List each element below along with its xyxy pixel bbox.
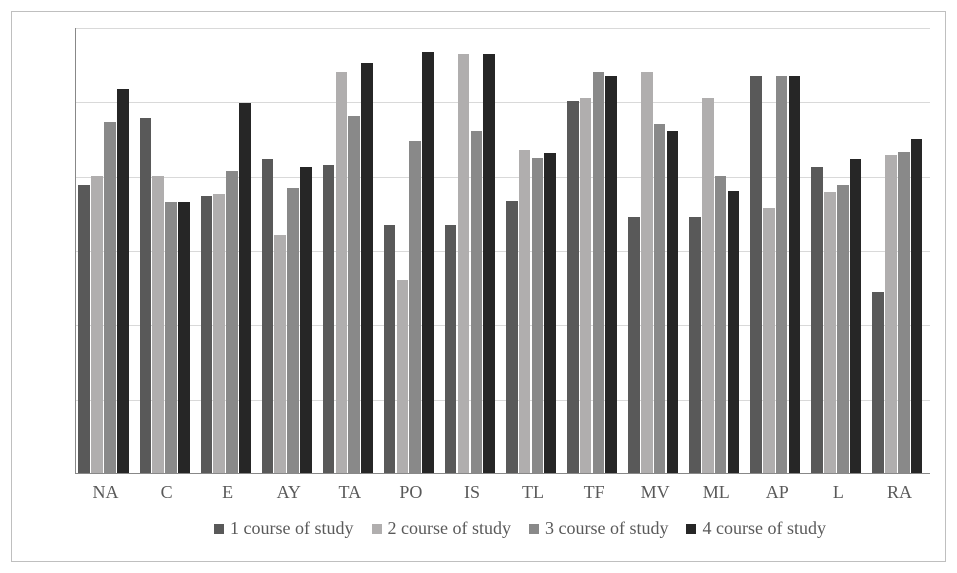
- bar: [178, 202, 190, 473]
- legend-swatch: [214, 524, 224, 534]
- x-tick-label: TA: [339, 482, 362, 503]
- bar: [397, 280, 409, 473]
- bar: [628, 217, 640, 473]
- legend-swatch: [686, 524, 696, 534]
- bar: [850, 159, 862, 473]
- legend-label: 4 course of study: [702, 518, 825, 539]
- bar: [593, 72, 605, 473]
- bar: [117, 89, 129, 473]
- bar: [872, 292, 884, 473]
- bar: [911, 139, 923, 474]
- bar: [140, 118, 152, 473]
- bar: [336, 72, 348, 473]
- legend-item: 3 course of study: [529, 518, 668, 539]
- bar: [213, 194, 225, 473]
- x-tick-label: AP: [766, 482, 789, 503]
- bar: [641, 72, 653, 473]
- legend: 1 course of study 2 course of study 3 cour…: [130, 518, 910, 539]
- bar: [262, 159, 274, 473]
- bar: [519, 150, 531, 473]
- gridline: [76, 28, 930, 29]
- bar: [567, 101, 579, 473]
- bar: [104, 122, 116, 473]
- bar: [152, 176, 164, 473]
- bar: [811, 167, 823, 473]
- bar: [837, 185, 849, 473]
- bar: [483, 54, 495, 473]
- x-tick-label: ML: [703, 482, 730, 503]
- bar: [239, 103, 251, 473]
- bar: [702, 98, 714, 473]
- bar: [287, 188, 299, 473]
- x-tick-label: E: [222, 482, 233, 503]
- bar: [580, 98, 592, 473]
- x-tick-label: L: [833, 482, 844, 503]
- legend-swatch: [372, 524, 382, 534]
- legend-label: 2 course of study: [388, 518, 511, 539]
- bar: [471, 131, 483, 473]
- x-tick-label: AY: [277, 482, 301, 503]
- bar: [532, 158, 544, 473]
- gridline: [76, 102, 930, 103]
- bar: [201, 196, 213, 473]
- bar: [689, 217, 701, 473]
- legend-label: 1 course of study: [230, 518, 353, 539]
- bar: [78, 185, 90, 473]
- bar: [654, 124, 666, 473]
- x-tick-label: C: [161, 482, 173, 503]
- bar: [715, 176, 727, 473]
- bar: [728, 191, 740, 473]
- plot-area: [75, 28, 930, 474]
- bar: [824, 192, 836, 473]
- bar: [348, 116, 360, 473]
- bar: [750, 76, 762, 473]
- x-tick-label: RA: [887, 482, 912, 503]
- bar: [409, 141, 421, 473]
- bar: [898, 152, 910, 473]
- legend-label: 3 course of study: [545, 518, 668, 539]
- bar: [776, 76, 788, 473]
- legend-item: 4 course of study: [686, 518, 825, 539]
- x-tick-label: PO: [399, 482, 422, 503]
- bar: [445, 225, 457, 473]
- bar: [763, 208, 775, 473]
- bar: [789, 76, 801, 473]
- bar: [323, 165, 335, 473]
- bar: [361, 63, 373, 473]
- legend-swatch: [529, 524, 539, 534]
- x-tick-label: MV: [641, 482, 670, 503]
- bar: [274, 235, 286, 473]
- bar: [544, 153, 556, 473]
- bar: [667, 131, 679, 473]
- gridline: [76, 177, 930, 178]
- legend-item: 2 course of study: [372, 518, 511, 539]
- x-tick-label: TL: [522, 482, 544, 503]
- x-tick-label: IS: [464, 482, 480, 503]
- bar: [384, 225, 396, 473]
- bar: [91, 176, 103, 473]
- x-tick-label: TF: [584, 482, 605, 503]
- bar: [300, 167, 312, 473]
- bar: [165, 202, 177, 473]
- bar: [605, 76, 617, 473]
- x-tick-label: NA: [93, 482, 119, 503]
- legend-item: 1 course of study: [214, 518, 353, 539]
- bar: [506, 201, 518, 473]
- bar: [885, 155, 897, 473]
- bar: [226, 171, 238, 473]
- bar: [422, 52, 434, 473]
- bar: [458, 54, 470, 473]
